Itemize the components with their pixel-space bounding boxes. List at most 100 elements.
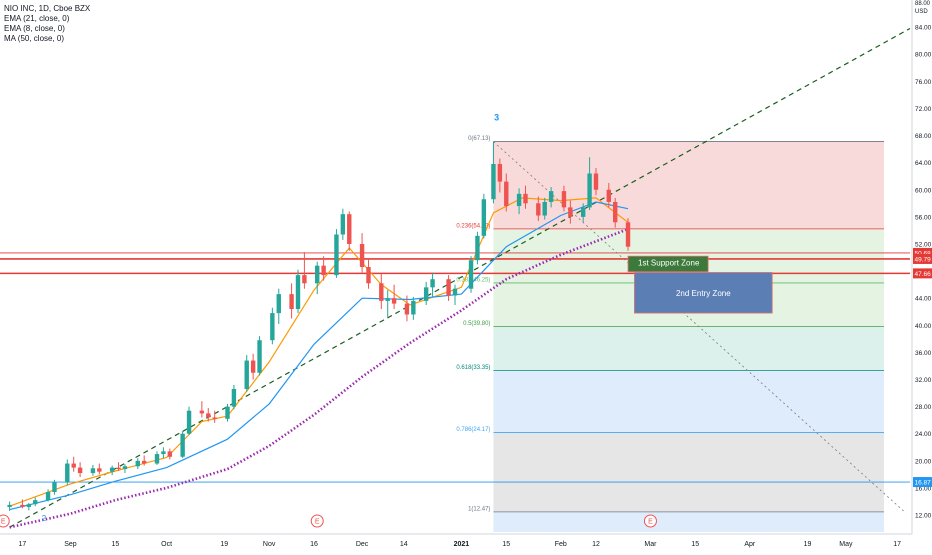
legend-ema8[interactable]: EMA (8, close, 0) — [4, 24, 65, 33]
candle-body — [606, 189, 612, 202]
candle-body — [548, 191, 554, 202]
time-tick-label: Feb — [555, 541, 567, 548]
price-tick-label: 44.00 — [915, 296, 932, 303]
candle-body — [180, 433, 185, 457]
candle — [347, 211, 352, 251]
earnings-marker — [643, 514, 657, 528]
legend-symbol[interactable]: NIO INC, 1D, Cboe BZX — [4, 4, 91, 13]
candle — [109, 465, 115, 476]
candle — [580, 203, 586, 223]
fib-level-label: 0(67.13) — [468, 136, 490, 142]
candle-body — [561, 191, 567, 208]
candle-body — [593, 173, 599, 190]
candle-body — [321, 265, 326, 276]
time-tick-label: Mar — [644, 541, 657, 548]
candle — [206, 407, 211, 422]
legend-ma50[interactable]: MA (50, close, 0) — [4, 34, 65, 43]
candle-body — [250, 360, 256, 373]
candle — [366, 258, 371, 289]
time-tick-label: 15 — [111, 541, 119, 548]
candle-body — [468, 260, 474, 289]
candle — [65, 459, 70, 486]
price-badge — [913, 268, 932, 279]
candle — [446, 275, 451, 301]
candle — [154, 451, 160, 465]
candle — [199, 401, 205, 418]
time-tick-label: Oct — [161, 541, 172, 548]
candle — [504, 173, 509, 212]
candle-body — [302, 275, 307, 284]
candle — [212, 410, 217, 423]
fib-level-label: 1(12.47) — [468, 506, 490, 512]
candle — [161, 447, 166, 459]
time-tick-label: 12 — [592, 541, 600, 548]
candle-body — [340, 214, 346, 235]
price-tick-label: 52.00 — [915, 241, 932, 248]
candle — [491, 141, 496, 204]
price-tick-label: 80.00 — [915, 52, 932, 59]
price-tick-label: 16.00 — [915, 485, 932, 492]
candle — [45, 489, 51, 502]
time-tick-label: 14 — [400, 541, 408, 548]
candle — [77, 462, 83, 478]
price-top-tick: 88.00 — [915, 1, 931, 7]
candle-body — [481, 199, 487, 236]
candle-body — [52, 482, 57, 493]
price-badge-label: 47.66 — [915, 271, 932, 278]
candle — [468, 256, 474, 293]
candle — [141, 455, 147, 466]
price-badge — [913, 477, 932, 488]
candle-body — [613, 201, 618, 223]
candle-body — [516, 193, 522, 207]
candle-body — [276, 294, 281, 314]
candle-body — [385, 298, 390, 301]
fib-level-label: 0.236(54.23) — [456, 223, 490, 229]
earnings-marker-label: E — [315, 519, 320, 526]
candle-body — [580, 207, 586, 217]
fib-level-label: 0.382(46.25) — [456, 277, 490, 283]
candle-body — [186, 410, 192, 434]
candle-body — [430, 279, 435, 288]
wave-label: 3 — [494, 113, 499, 123]
candle — [167, 448, 173, 460]
candle — [481, 193, 487, 239]
candle-body — [359, 243, 365, 268]
candle — [340, 208, 346, 240]
candle — [180, 431, 185, 459]
support-zone-box — [627, 255, 709, 273]
candle-body — [167, 451, 173, 457]
price-badge — [913, 253, 932, 264]
legend-ema21[interactable]: EMA (21, close, 0) — [4, 14, 70, 23]
candle-body — [71, 463, 76, 468]
time-tick-label: 16 — [310, 541, 318, 548]
candle-body — [497, 164, 503, 182]
price-tick-label: 36.00 — [915, 350, 932, 357]
candle — [625, 218, 631, 251]
candle — [90, 464, 96, 476]
candle-body — [199, 410, 205, 414]
candle — [71, 456, 76, 472]
price-tick-label: 28.00 — [915, 404, 932, 411]
price-badge — [913, 247, 932, 258]
support-zone-label: 1st Support Zone — [638, 259, 700, 268]
candle-body — [116, 467, 121, 469]
candle-body — [542, 201, 547, 216]
fib-zone — [493, 141, 884, 229]
candle — [536, 196, 541, 221]
candle-body — [334, 234, 339, 276]
candle-body — [452, 288, 458, 296]
candle — [613, 197, 618, 228]
time-tick-label: Sep — [64, 541, 77, 548]
candle — [7, 501, 12, 511]
candle — [244, 355, 249, 392]
earnings-marker — [310, 514, 324, 528]
candle — [430, 272, 435, 297]
candle-body — [161, 451, 166, 455]
time-tick-label: 15 — [502, 541, 510, 548]
candle — [391, 284, 397, 310]
price-tick-label: 32.00 — [915, 377, 932, 384]
candle — [497, 158, 503, 193]
candle — [116, 462, 121, 472]
candle — [276, 288, 281, 324]
